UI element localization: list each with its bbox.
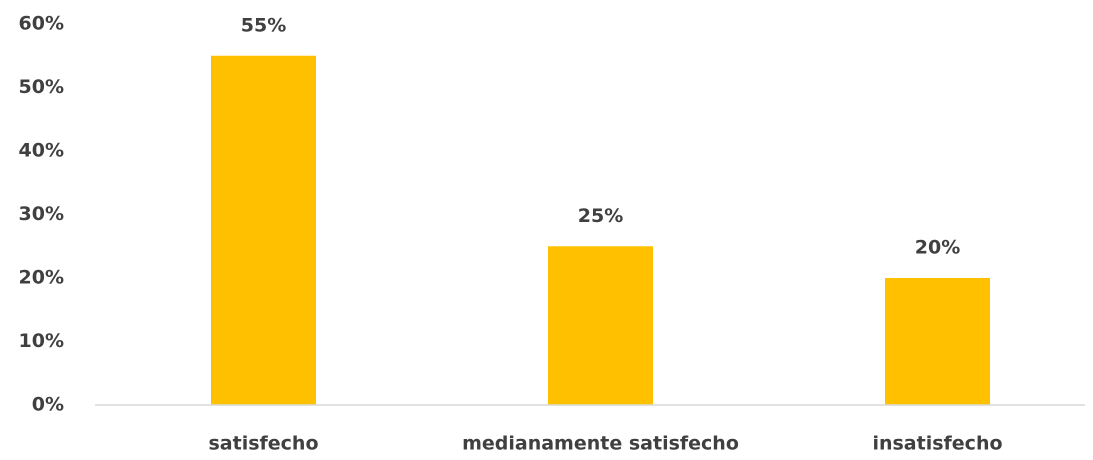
y-tick-label: 0% bbox=[32, 394, 64, 416]
x-tick-label: insatisfecho bbox=[872, 433, 1002, 455]
data-label: 25% bbox=[578, 205, 623, 227]
x-tick-label: satisfecho bbox=[208, 433, 318, 455]
data-label: 20% bbox=[915, 237, 960, 259]
data-label: 55% bbox=[241, 14, 286, 36]
y-tick-label: 50% bbox=[19, 76, 64, 98]
y-tick-label: 30% bbox=[19, 203, 64, 225]
y-tick-label: 10% bbox=[19, 330, 64, 352]
y-tick-label: 40% bbox=[19, 140, 64, 162]
x-tick-label: medianamente satisfecho bbox=[462, 433, 739, 455]
bar bbox=[885, 278, 990, 405]
bar bbox=[548, 246, 653, 405]
y-tick-label: 20% bbox=[19, 267, 64, 289]
bar bbox=[211, 55, 316, 405]
y-tick-label: 60% bbox=[19, 13, 64, 35]
